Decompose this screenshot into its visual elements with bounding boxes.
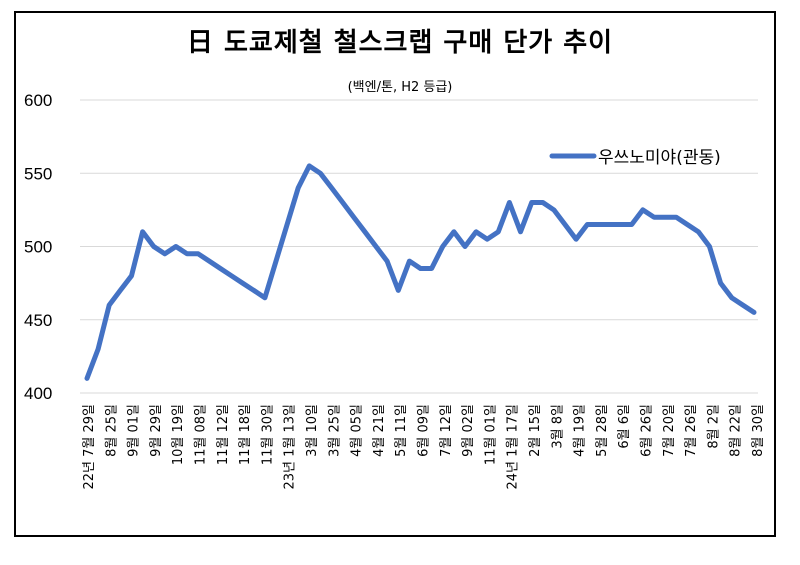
x-tick-label: 10월 19일 bbox=[171, 404, 186, 465]
x-tick-label: 9월 02일 bbox=[461, 404, 476, 457]
x-tick-label: 4월 21일 bbox=[372, 404, 387, 457]
x-tick-label: 11월 01일 bbox=[483, 404, 498, 465]
x-tick-label: 11월 08일 bbox=[194, 404, 209, 465]
y-tick-label: 600 bbox=[24, 91, 52, 110]
chart-title: 日 도쿄제철 철스크랩 구매 단가 추이 bbox=[186, 28, 614, 58]
series-layer bbox=[84, 163, 757, 381]
x-tick-label: 7월 12일 bbox=[439, 404, 454, 457]
x-axis-ticks: 22년 7월 29일 8월 25일 9월 01일 9월 29일 10월 19일 11월 0… bbox=[82, 404, 766, 490]
y-tick-label: 450 bbox=[24, 311, 52, 330]
x-tick-label: 11월 18일 bbox=[238, 404, 253, 465]
x-tick-label: 4월 05일 bbox=[350, 404, 365, 457]
series-line bbox=[84, 163, 757, 381]
y-tick-label: 400 bbox=[24, 384, 52, 403]
x-tick-label: 6월 26일 bbox=[640, 404, 655, 457]
x-tick-label: 9월 01일 bbox=[127, 404, 142, 457]
x-tick-label: 11월 30일 bbox=[260, 404, 275, 465]
x-tick-label: 8월 30일 bbox=[751, 404, 766, 457]
x-tick-label: 8월 22일 bbox=[729, 404, 744, 457]
x-tick-label: 3월 8일 bbox=[550, 404, 565, 449]
legend-label: 우쓰노미야(관동) bbox=[598, 148, 721, 168]
x-tick-label: 5월 28일 bbox=[595, 404, 610, 457]
x-tick-label: 6월 6일 bbox=[617, 404, 632, 449]
gridlines bbox=[80, 99, 758, 394]
x-tick-label: 9월 29일 bbox=[149, 404, 164, 457]
y-tick-label: 500 bbox=[24, 238, 52, 257]
y-axis-ticks: 400 450 500 550 600 bbox=[24, 91, 52, 403]
y-tick-label: 550 bbox=[24, 164, 52, 183]
x-tick-label: 3월 25일 bbox=[327, 404, 342, 457]
x-tick-label: 2월 15일 bbox=[528, 404, 543, 457]
x-tick-label: 5월 11일 bbox=[394, 404, 409, 457]
x-tick-label: 23년 1월 13일 bbox=[283, 404, 298, 490]
x-tick-label: 8월 2일 bbox=[706, 404, 721, 449]
x-tick-label: 11월 12일 bbox=[216, 404, 231, 465]
x-tick-label: 22년 7월 29일 bbox=[82, 404, 97, 490]
x-tick-label: 3월 10일 bbox=[305, 404, 320, 457]
x-tick-label: 4월 19일 bbox=[573, 404, 588, 457]
chart-subtitle: (백엔/톤, H2 등급) bbox=[347, 80, 453, 95]
legend: 우쓰노미야(관동) bbox=[549, 148, 721, 168]
x-tick-label: 7월 26일 bbox=[684, 404, 699, 457]
x-tick-label: 24년 1월 17일 bbox=[506, 404, 521, 490]
chart-frame bbox=[14, 11, 776, 537]
x-tick-label: 8월 25일 bbox=[104, 404, 119, 457]
x-tick-label: 7월 20일 bbox=[662, 404, 677, 457]
x-tick-label: 6월 09일 bbox=[417, 404, 432, 457]
